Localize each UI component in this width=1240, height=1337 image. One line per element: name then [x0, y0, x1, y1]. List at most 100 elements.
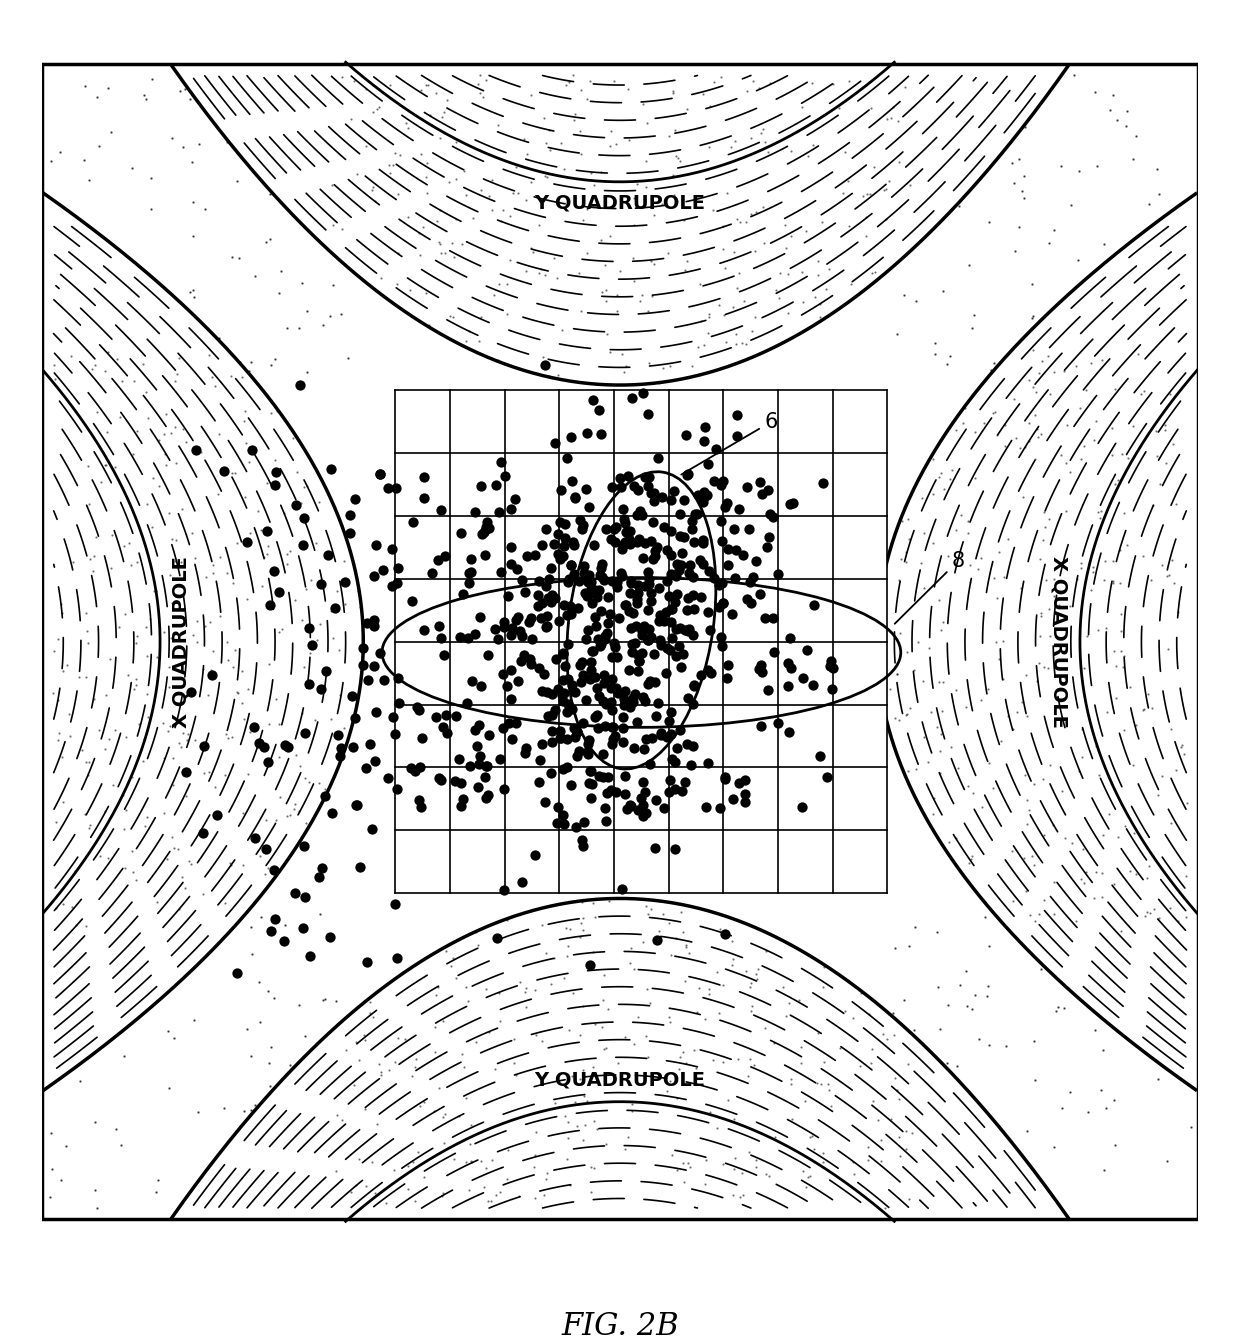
Point	[634, 771, 653, 793]
Point	[644, 511, 663, 532]
Point	[553, 758, 573, 779]
Point	[683, 567, 703, 588]
Point	[560, 596, 580, 618]
Point	[573, 651, 593, 673]
Point	[593, 766, 613, 787]
Point	[449, 749, 469, 770]
Text: X QUADRUPOLE: X QUADRUPOLE	[1049, 556, 1068, 727]
Point	[517, 545, 537, 567]
Point	[562, 471, 582, 492]
Point	[792, 797, 812, 818]
Point	[673, 643, 693, 664]
Point	[683, 584, 703, 606]
Point	[582, 761, 601, 782]
Point	[564, 535, 584, 556]
Point	[573, 515, 593, 536]
Point	[641, 483, 661, 504]
Point	[735, 769, 755, 790]
Point	[660, 782, 680, 804]
Point	[625, 738, 645, 759]
Point	[620, 520, 640, 541]
Point	[688, 485, 708, 507]
Point	[495, 880, 515, 901]
Point	[320, 927, 340, 948]
Point	[293, 535, 312, 556]
Point	[446, 706, 466, 727]
Point	[429, 767, 449, 789]
Point	[378, 477, 398, 499]
Point	[661, 723, 681, 745]
Point	[718, 539, 738, 560]
Point	[683, 624, 703, 646]
Point	[548, 544, 568, 566]
Point	[642, 727, 662, 749]
Point	[636, 729, 656, 750]
Point	[609, 683, 629, 705]
Point	[639, 599, 658, 620]
Point	[542, 721, 562, 742]
Point	[620, 582, 640, 603]
Point	[294, 507, 314, 528]
Point	[739, 572, 759, 594]
Point	[546, 648, 565, 670]
Point	[386, 477, 405, 499]
Point	[615, 532, 635, 554]
Point	[655, 517, 675, 539]
Point	[331, 738, 351, 759]
Point	[672, 781, 692, 802]
Point	[357, 758, 377, 779]
Point	[580, 659, 600, 681]
Point	[301, 634, 321, 655]
Point	[624, 602, 644, 623]
Point	[661, 521, 681, 543]
Point	[569, 570, 589, 591]
Point	[309, 866, 329, 888]
Point	[622, 687, 642, 709]
Point	[414, 487, 434, 508]
Point	[635, 576, 655, 598]
Point	[480, 517, 500, 539]
Point	[751, 484, 771, 505]
Point	[538, 681, 558, 702]
Point	[370, 643, 389, 664]
Point	[636, 802, 656, 824]
Point	[665, 778, 684, 800]
Point	[475, 766, 495, 787]
Point	[582, 640, 601, 662]
Point	[529, 749, 549, 770]
Point	[605, 726, 625, 747]
Point	[573, 664, 593, 686]
Point	[691, 586, 711, 607]
Point	[585, 579, 605, 600]
Point	[476, 755, 496, 777]
Point	[459, 627, 479, 648]
Point	[693, 554, 713, 575]
Point	[621, 572, 641, 594]
Point	[553, 545, 573, 567]
Point	[532, 592, 552, 614]
Point	[565, 816, 585, 837]
Point	[501, 624, 521, 646]
Point	[601, 668, 621, 690]
Point	[715, 924, 735, 945]
Point	[609, 607, 629, 628]
Point	[378, 767, 398, 789]
Point	[717, 492, 737, 513]
Point	[641, 590, 661, 611]
Point	[804, 674, 823, 695]
Text: X QUADRUPOLE: X QUADRUPOLE	[172, 556, 191, 727]
Point	[498, 586, 518, 607]
Point	[620, 533, 640, 555]
Point	[451, 796, 471, 817]
Point	[257, 520, 277, 541]
Point	[269, 582, 289, 603]
Point	[622, 632, 642, 654]
Point	[494, 612, 513, 634]
Point	[409, 790, 429, 812]
Point	[295, 722, 315, 743]
Point	[663, 480, 683, 501]
Point	[414, 619, 434, 640]
Point	[567, 722, 587, 743]
Point	[712, 529, 732, 551]
Point	[629, 528, 649, 550]
